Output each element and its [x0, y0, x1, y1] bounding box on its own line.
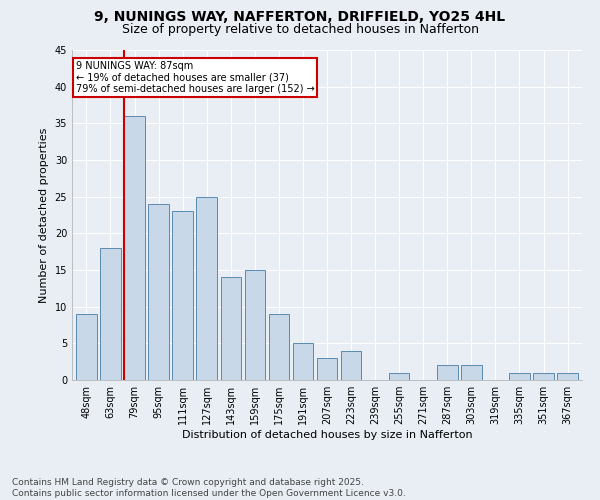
Bar: [557, 372, 578, 380]
Bar: [317, 358, 337, 380]
Bar: [269, 314, 289, 380]
Text: 9 NUNINGS WAY: 87sqm
← 19% of detached houses are smaller (37)
79% of semi-detac: 9 NUNINGS WAY: 87sqm ← 19% of detached h…: [76, 61, 314, 94]
Bar: [124, 116, 145, 380]
X-axis label: Distribution of detached houses by size in Nafferton: Distribution of detached houses by size …: [182, 430, 472, 440]
Bar: [293, 344, 313, 380]
Bar: [341, 350, 361, 380]
Bar: [509, 372, 530, 380]
Bar: [76, 314, 97, 380]
Bar: [196, 196, 217, 380]
Text: Size of property relative to detached houses in Nafferton: Size of property relative to detached ho…: [121, 22, 479, 36]
Bar: [100, 248, 121, 380]
Bar: [533, 372, 554, 380]
Bar: [245, 270, 265, 380]
Bar: [172, 212, 193, 380]
Text: 9, NUNINGS WAY, NAFFERTON, DRIFFIELD, YO25 4HL: 9, NUNINGS WAY, NAFFERTON, DRIFFIELD, YO…: [94, 10, 506, 24]
Bar: [221, 278, 241, 380]
Bar: [389, 372, 409, 380]
Text: Contains HM Land Registry data © Crown copyright and database right 2025.
Contai: Contains HM Land Registry data © Crown c…: [12, 478, 406, 498]
Y-axis label: Number of detached properties: Number of detached properties: [39, 128, 49, 302]
Bar: [437, 366, 458, 380]
Bar: [461, 366, 482, 380]
Bar: [148, 204, 169, 380]
